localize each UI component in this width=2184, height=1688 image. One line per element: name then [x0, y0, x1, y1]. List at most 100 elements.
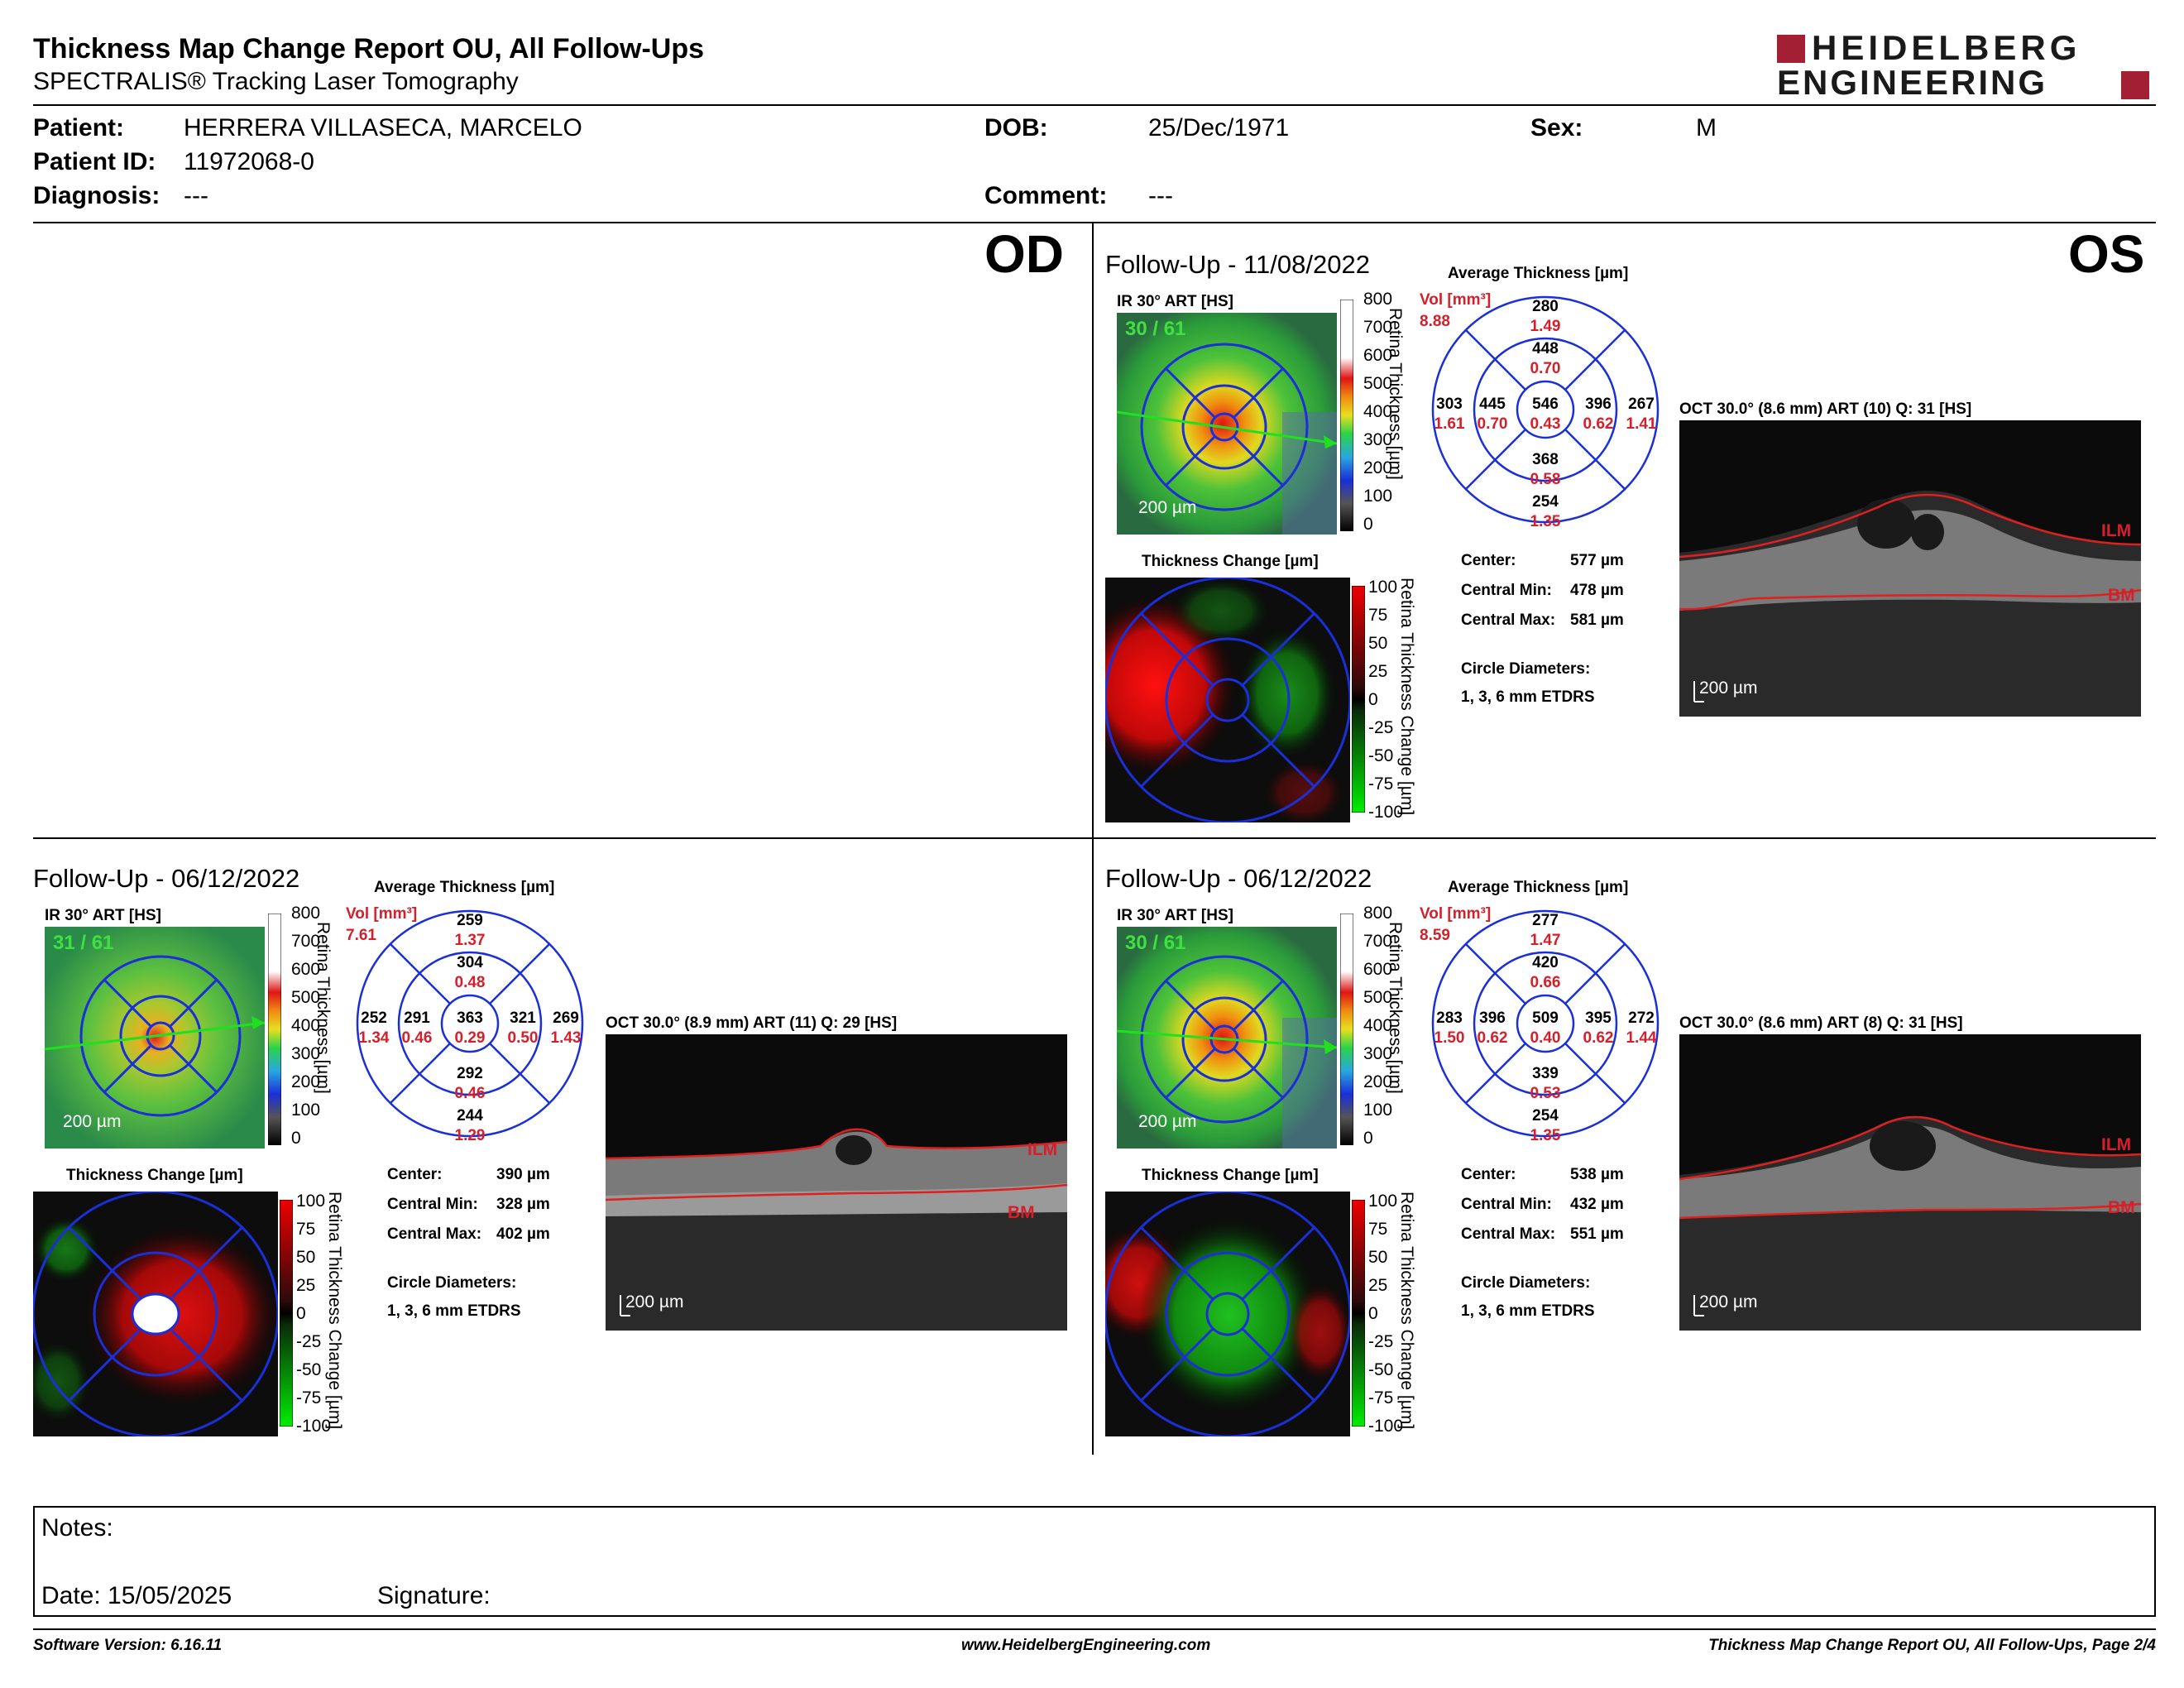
os2-change-ticks: 100 75 50 25 0 -25 -50 -75 -100 [1368, 1192, 1404, 1436]
sex-value: M [1696, 114, 1717, 141]
os1-nas-inner-vol: 0.62 [1583, 415, 1614, 433]
os2-circle-diam-label: Circle Diameters: [1461, 1274, 1591, 1292]
os2-min-value: 432 µm [1570, 1196, 1624, 1213]
website-link[interactable]: www.HeidelbergEngineering.com [961, 1637, 1211, 1654]
patient-id: 11972068-0 [184, 148, 314, 175]
os2-ir-label: IR 30° ART [HS] [1117, 907, 1233, 924]
os1-thickness-axis-label: Retina Thickness [µm] [1386, 308, 1405, 480]
os-label: OS [2068, 224, 2145, 284]
heidelberg-logo: HEIDELBERG ENGINEERING [1777, 28, 2158, 103]
os2-thickness-axis-label: Retina Thickness [µm] [1386, 922, 1405, 1094]
os2-vol-label: Vol [mm³] [1420, 905, 1492, 923]
os1-ir-image[interactable]: 30 / 61 200 µm [1117, 313, 1337, 535]
os2-ir-image[interactable]: 30 / 61 200 µm [1117, 927, 1337, 1149]
os1-nas-inner: 396 [1585, 396, 1612, 413]
os2-nas-outer-vol: 1.44 [1626, 1029, 1657, 1047]
os2-temp-inner: 396 [1479, 1009, 1506, 1027]
dob-value: 25/Dec/1971 [1148, 114, 1290, 141]
os1-scan-count: 30 / 61 [1125, 318, 1186, 340]
comment-value: --- [1148, 182, 1173, 209]
od2-change-ticks: 100 75 50 25 0 -25 -50 -75 -100 [296, 1192, 332, 1436]
os1-change-axis-label: Retina Thickness Change [µm] [1397, 578, 1416, 816]
os2-oct-scalebar: 200 µm [1699, 1292, 1758, 1312]
od2-sup-inner: 304 [457, 954, 483, 971]
os2-sup-outer: 277 [1532, 912, 1559, 929]
os1-sup-inner-vol: 0.70 [1530, 360, 1561, 377]
os2-stats: Center: 538 µm Central Min: 432 µm Central… [1461, 1160, 1624, 1249]
os1-sup-inner: 448 [1532, 340, 1559, 357]
os1-inf-inner: 368 [1532, 451, 1559, 468]
od2-inf-inner-vol: 0.46 [455, 1085, 486, 1102]
os1-thickness-ticks: 800 700 600 500 400 300 200 100 0 [1363, 290, 1393, 534]
od2-etdrs-grid: 259 1.37 304 0.48 252 1.34 291 0.46 363 … [356, 909, 584, 1144]
os1-avg-label: Average Thickness [µm] [1448, 265, 1629, 282]
os2-scan-count: 30 / 61 [1125, 932, 1186, 954]
od2-change-map[interactable] [25, 1190, 281, 1438]
od2-max-value: 402 µm [496, 1225, 550, 1243]
od2-vol-value: 7.61 [346, 927, 376, 944]
report-title: Thickness Map Change Report OU, All Foll… [33, 33, 705, 65]
od2-change-colorbar [279, 1199, 294, 1427]
od2-ir-image[interactable]: 31 / 61 200 µm [45, 927, 265, 1149]
od2-inf-inner: 292 [457, 1065, 483, 1082]
notes-box[interactable]: Notes: Date: 15/05/2025 Signature: [33, 1506, 2156, 1617]
os2-change-label: Thickness Change [µm] [1142, 1167, 1319, 1184]
diagnosis-value: --- [184, 182, 208, 209]
os2-temp-inner-vol: 0.62 [1478, 1029, 1508, 1047]
os2-inf-inner: 339 [1532, 1065, 1559, 1082]
od2-nas-outer: 269 [553, 1009, 579, 1027]
od2-change-label: Thickness Change [µm] [66, 1167, 243, 1184]
os2-center-value: 538 µm [1570, 1166, 1624, 1183]
os1-change-map[interactable] [1072, 576, 1352, 826]
os1-change-ticks: 100 75 50 25 0 -25 -50 -75 -100 [1368, 578, 1404, 822]
od2-thickness-axis-label: Retina Thickness [µm] [314, 922, 333, 1094]
os1-center: 546 [1532, 396, 1559, 413]
od2-circle-diam-value: 1, 3, 6 mm ETDRS [387, 1302, 521, 1320]
os1-oct-label: OCT 30.0° (8.6 mm) ART (10) Q: 31 [HS] [1679, 400, 1972, 418]
od2-nas-inner: 321 [510, 1009, 536, 1027]
od2-oct-scalebar: 200 µm [625, 1292, 684, 1312]
patient-name: HERRERA VILLASECA, MARCELO [184, 114, 582, 141]
sex-label: Sex: [1530, 114, 1583, 141]
os2-inf-outer-vol: 1.35 [1530, 1127, 1561, 1144]
od-label: OD [984, 224, 1064, 284]
os1-inf-outer-vol: 1.35 [1530, 513, 1561, 530]
os1-temp-inner-vol: 0.70 [1478, 415, 1508, 433]
patient-label: Patient: [33, 114, 125, 141]
signature-label: Signature: [377, 1582, 491, 1609]
os2-change-map[interactable] [1089, 1190, 1353, 1438]
os2-oct-image[interactable]: ILM BM 200 µm [1679, 1034, 2141, 1331]
os2-center-vol: 0.40 [1530, 1029, 1561, 1047]
od2-thickness-colorbar [267, 913, 282, 1146]
os1-min-value: 478 µm [1570, 582, 1624, 599]
report-subtitle: SPECTRALIS® Tracking Laser Tomography [33, 68, 519, 95]
os2-temp-outer-vol: 1.50 [1434, 1029, 1465, 1047]
os2-title: Follow-Up - 06/12/2022 [1105, 864, 1372, 893]
od2-temp-inner: 291 [404, 1009, 430, 1027]
os2-avg-label: Average Thickness [µm] [1448, 879, 1629, 896]
os1-nas-outer-vol: 1.41 [1626, 415, 1657, 433]
od2-circle-diam-label: Circle Diameters: [387, 1274, 517, 1292]
notes-label: Notes: [41, 1514, 113, 1542]
od2-ir-scalebar: 200 µm [63, 1112, 122, 1131]
os1-temp-outer-vol: 1.61 [1434, 415, 1465, 433]
os2-oct-label: OCT 30.0° (8.6 mm) ART (8) Q: 31 [HS] [1679, 1014, 1963, 1032]
os1-temp-outer: 303 [1436, 396, 1463, 413]
os2-nas-inner-vol: 0.62 [1583, 1029, 1614, 1047]
os2-sup-inner: 420 [1532, 954, 1559, 971]
os1-vol-value: 8.88 [1420, 313, 1450, 330]
os1-center-value: 577 µm [1570, 552, 1624, 569]
os2-thickness-colorbar [1339, 913, 1354, 1146]
od2-scan-count: 31 / 61 [53, 932, 114, 954]
od2-ilm-label: ILM [1027, 1140, 1058, 1159]
os1-oct-image[interactable]: ILM BM 200 µm [1679, 420, 2141, 717]
os2-max-value: 551 µm [1570, 1225, 1624, 1243]
os2-thickness-ticks: 800 700 600 500 400 300 200 100 0 [1363, 904, 1393, 1148]
od2-oct-image[interactable]: ILM BM 200 µm [606, 1034, 1067, 1331]
os1-nas-outer: 267 [1628, 396, 1655, 413]
os2-inf-inner-vol: 0.53 [1530, 1085, 1561, 1102]
os2-change-colorbar [1351, 1199, 1366, 1427]
page-info: Thickness Map Change Report OU, All Foll… [1708, 1637, 2156, 1654]
os1-change-colorbar [1351, 585, 1366, 813]
os1-ir-label: IR 30° ART [HS] [1117, 293, 1233, 310]
